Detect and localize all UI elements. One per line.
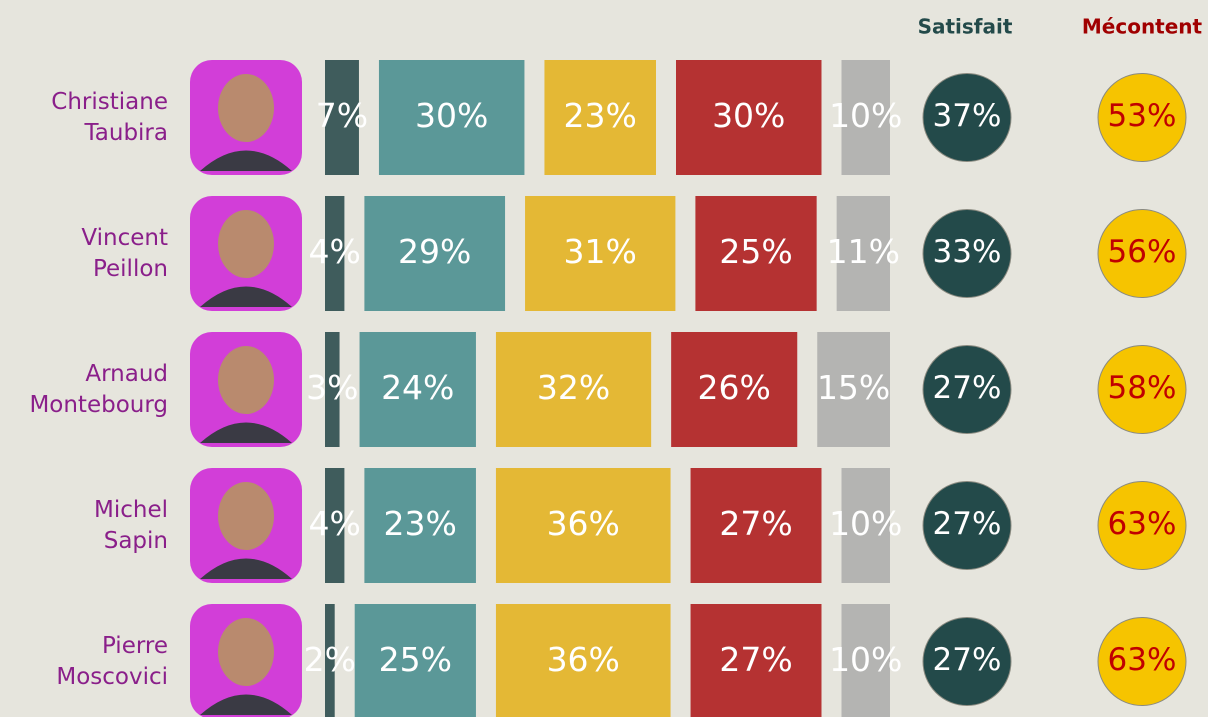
value-label: 30% — [415, 96, 488, 135]
bar-segment — [325, 604, 335, 717]
total-label: 37% — [933, 98, 1002, 134]
photo-face — [218, 74, 274, 142]
value-label: 10% — [829, 96, 902, 135]
bar-segment — [378, 60, 525, 175]
bar-segment — [354, 604, 476, 717]
total-circle — [922, 209, 1012, 298]
value-label: 36% — [547, 640, 620, 679]
value-label: 15% — [817, 368, 890, 407]
value-label: 30% — [712, 96, 785, 135]
bar-segment — [525, 196, 676, 311]
total-label: 27% — [933, 642, 1002, 678]
photo-face — [218, 346, 274, 414]
bar-segment — [325, 468, 345, 583]
bar-segment — [671, 332, 798, 447]
value-label: 10% — [829, 640, 902, 679]
total-circle — [1097, 345, 1187, 434]
value-label: 10% — [829, 504, 902, 543]
total-circle — [922, 345, 1012, 434]
bar-segment — [676, 60, 822, 175]
value-label: 3% — [306, 368, 358, 407]
value-label: 11% — [827, 232, 900, 271]
value-label: 24% — [381, 368, 454, 407]
photo-body — [200, 286, 292, 307]
total-label: 63% — [1108, 506, 1177, 542]
total-circle — [1097, 73, 1187, 162]
total-circle — [922, 481, 1012, 570]
photo-face — [218, 482, 274, 550]
person-name: Arnaud Montebourg — [29, 360, 168, 418]
bar-segment — [544, 60, 656, 175]
total-label: 33% — [933, 234, 1002, 270]
photo-body — [200, 422, 292, 443]
person-name: Pierre Moscovici — [56, 632, 168, 690]
person-name: Vincent Peillon — [81, 224, 168, 282]
photo-body — [200, 694, 292, 715]
total-circle — [1097, 481, 1187, 570]
total-label: 63% — [1108, 642, 1177, 678]
value-label: 26% — [698, 368, 771, 407]
total-label: 56% — [1108, 234, 1177, 270]
total-label: 53% — [1108, 98, 1177, 134]
photo-face — [218, 210, 274, 278]
bar-segment — [841, 604, 890, 717]
value-label: 29% — [398, 232, 471, 271]
value-label: 4% — [309, 232, 361, 271]
value-label: 27% — [719, 640, 792, 679]
person-name: Christiane Taubira — [51, 88, 168, 146]
bar-segment — [841, 60, 890, 175]
bar-segment — [364, 468, 476, 583]
bar-segment — [359, 332, 476, 447]
value-label: 4% — [309, 504, 361, 543]
bar-segment — [690, 604, 822, 717]
value-label: 7% — [316, 96, 368, 135]
value-label: 23% — [383, 504, 456, 543]
column-header: Mécontent — [1082, 15, 1203, 39]
column-header: Satisfait — [918, 15, 1013, 39]
total-label: 58% — [1108, 370, 1177, 406]
total-circle — [922, 73, 1012, 162]
total-label: 27% — [933, 370, 1002, 406]
photo-body — [200, 150, 292, 171]
bar-segment — [495, 332, 652, 447]
photo-face — [218, 618, 274, 686]
value-label: 36% — [547, 504, 620, 543]
person-name: Michel Sapin — [94, 496, 168, 554]
total-circle — [922, 617, 1012, 706]
bar-segment — [841, 468, 890, 583]
bar-segment — [325, 332, 340, 447]
bar-segment — [495, 468, 671, 583]
value-label: 25% — [719, 232, 792, 271]
total-circle — [1097, 617, 1187, 706]
value-label: 27% — [719, 504, 792, 543]
value-label: 31% — [564, 232, 637, 271]
bar-segment — [325, 60, 359, 175]
value-label: 23% — [564, 96, 637, 135]
value-label: 25% — [379, 640, 452, 679]
value-label: 32% — [537, 368, 610, 407]
value-label: 2% — [304, 640, 356, 679]
total-label: 27% — [933, 506, 1002, 542]
bar-segment — [495, 604, 671, 717]
photo-body — [200, 558, 292, 579]
bar-segment — [325, 196, 345, 311]
bar-segment — [690, 468, 822, 583]
bar-segment — [817, 332, 890, 447]
bar-segment — [695, 196, 817, 311]
total-circle — [1097, 209, 1187, 298]
bar-segment — [836, 196, 890, 311]
bar-segment — [364, 196, 506, 311]
